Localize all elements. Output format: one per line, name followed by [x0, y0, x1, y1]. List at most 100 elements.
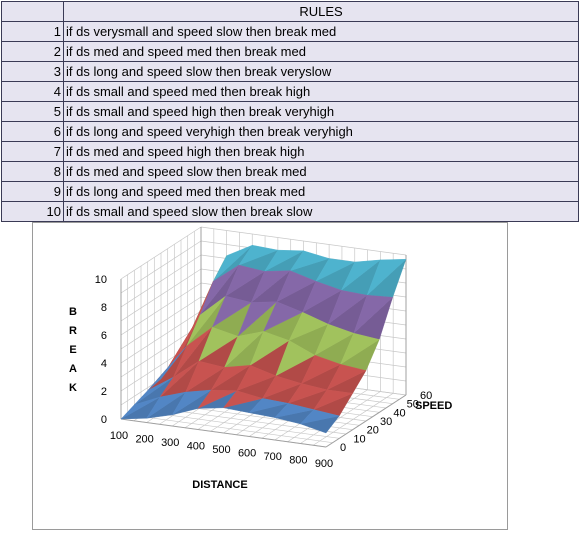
floor-gridline — [127, 414, 333, 444]
z-axis-title-letter: B — [69, 306, 77, 318]
rule-row: 1 if ds verysmall and speed slow then bre… — [1, 21, 579, 42]
x-tick-label: 400 — [187, 441, 205, 453]
surface-facet — [300, 354, 341, 384]
rules-header: RULES — [63, 1, 579, 22]
surface-facet — [173, 327, 213, 378]
x-tick-label: 600 — [238, 448, 256, 460]
surface-facet — [274, 403, 314, 418]
rule-row: 3 if ds long and speed slow then break ve… — [1, 61, 579, 82]
surface-facet — [326, 364, 367, 391]
surface-facet — [302, 280, 342, 313]
surface-facet — [276, 270, 317, 303]
rule-row: 9 if ds long and speed med then break med — [1, 181, 579, 202]
rule-number: 2 — [1, 41, 64, 62]
rule-text: if ds verysmall and speed slow then brea… — [63, 21, 579, 42]
surface-facet — [222, 390, 264, 409]
surface-facet — [198, 326, 239, 362]
surface-facet — [315, 258, 356, 282]
rules-table: RULES 1 if ds verysmall and speed slow th… — [1, 1, 579, 222]
surface-facet — [341, 259, 382, 291]
surface-facet — [185, 360, 226, 393]
z-tick-label: 2 — [101, 386, 107, 398]
surface-facet — [288, 311, 329, 341]
rule-text: if ds med and speed slow then break med — [63, 161, 579, 182]
rule-row: 6 if ds long and speed veryhigh then brea… — [1, 121, 579, 142]
surface-facet — [225, 264, 266, 297]
surface-facet — [236, 365, 277, 392]
surface-facet — [146, 391, 186, 419]
surface-facet — [197, 389, 237, 409]
rule-row: 10 if ds small and speed slow then break … — [1, 201, 579, 222]
rule-text: if ds long and speed med then break med — [63, 181, 579, 202]
surface-facet — [172, 389, 212, 415]
x-axis-title: DISTANCE — [192, 479, 247, 491]
surface-facet — [186, 295, 226, 347]
rule-row: 4 if ds small and speed med then break hi… — [1, 81, 579, 102]
side-wall-gridline — [120, 240, 202, 294]
z-axis-title-letter: K — [69, 382, 77, 394]
side-wall-gridline — [120, 226, 202, 280]
surface-facet — [237, 301, 278, 337]
z-tick-label: 6 — [101, 330, 107, 342]
rule-text: if ds med and speed high then break high — [63, 141, 579, 162]
side-wall-gridline — [120, 324, 202, 378]
z-axis-title-letter: E — [69, 344, 76, 356]
surface-facet — [313, 389, 354, 411]
rule-text: if ds med and speed med then break med — [63, 41, 579, 62]
side-wall-gridline — [120, 310, 202, 364]
rule-number: 4 — [1, 81, 64, 102]
rules-body: 1 if ds verysmall and speed slow then bre… — [1, 21, 579, 222]
z-axis-title-letter: R — [69, 325, 77, 337]
surface-facet — [327, 290, 368, 325]
rule-row: 8 if ds med and speed slow then break med — [1, 161, 579, 182]
chart-frame-edge — [325, 394, 407, 448]
surface-facet — [211, 295, 252, 328]
rule-text: if ds small and speed high then break ve… — [63, 101, 579, 122]
rule-number: 10 — [1, 201, 64, 222]
side-wall-gridline — [120, 254, 202, 308]
surface-facet — [262, 375, 303, 399]
surface-facet — [238, 244, 279, 266]
rule-number: 7 — [1, 141, 64, 162]
surface-facet — [120, 396, 161, 420]
y-tick-label: 10 — [353, 433, 365, 445]
surface-chart: 0 2 4 6 8 10 100 200 300 400 500 600 700 800 900 0 10 20 3… — [32, 222, 508, 530]
x-tick-label: 300 — [161, 437, 179, 449]
x-tick-label: 200 — [135, 434, 153, 446]
surface-facet — [287, 383, 328, 404]
rule-row: 2 if ds med and speed med then break med — [1, 41, 579, 62]
surface-facet — [134, 377, 174, 405]
y-axis-title: SPEED — [415, 400, 452, 412]
surface-facet — [251, 270, 291, 303]
rule-number: 1 — [1, 21, 64, 42]
surface-facet — [248, 398, 289, 414]
z-tick-label: 4 — [101, 358, 107, 370]
x-tick-label: 100 — [110, 430, 128, 442]
rule-text: if ds small and speed slow then break sl… — [63, 201, 579, 222]
surface-facet — [249, 331, 290, 366]
z-tick-label: 8 — [101, 302, 107, 314]
y-tick-label: 60 — [420, 390, 432, 402]
surface-facet — [263, 301, 303, 332]
y-tick-label: 30 — [380, 416, 392, 428]
side-wall-gridline — [120, 268, 202, 322]
side-wall-gridline — [120, 296, 202, 350]
z-axis-title-letter: A — [69, 363, 77, 375]
surface-facet — [263, 249, 305, 272]
surface-facet — [275, 340, 316, 377]
x-tick-label: 900 — [315, 458, 333, 470]
surface-facet — [339, 332, 380, 365]
rule-text: if ds long and speed slow then break ver… — [63, 61, 579, 82]
y-tick-label: 0 — [340, 442, 346, 454]
z-tick-label: 0 — [101, 414, 107, 426]
rule-row: 7 if ds med and speed high then break hig… — [1, 141, 579, 162]
surface-facet — [289, 250, 330, 272]
rule-number: 5 — [1, 101, 64, 122]
surface-facet — [147, 345, 187, 391]
surface-facet — [199, 264, 240, 316]
rules-number-header — [1, 1, 64, 22]
y-tick-label: 40 — [393, 407, 405, 419]
